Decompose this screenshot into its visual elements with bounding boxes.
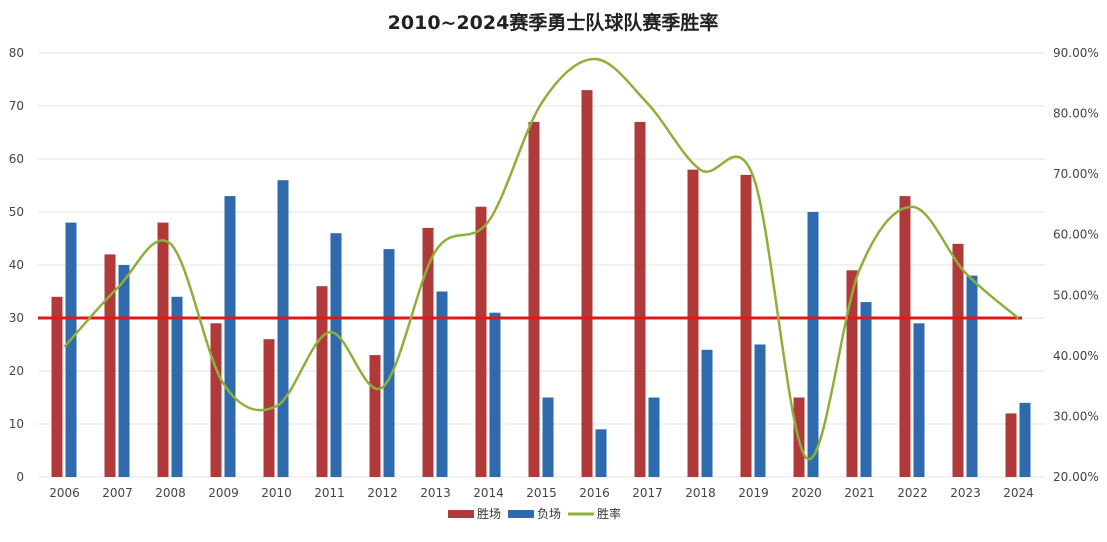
win-bar xyxy=(528,121,540,478)
gridlines xyxy=(38,52,1045,478)
x-tick-label: 2022 xyxy=(897,486,928,500)
loss-bar xyxy=(754,344,766,477)
loss-bar xyxy=(542,397,554,477)
legend: 胜场 负场 胜率 xyxy=(448,506,621,521)
x-tick-label: 2012 xyxy=(367,486,398,500)
loss-bar xyxy=(913,323,925,477)
left-tick-label: 70 xyxy=(9,99,24,113)
x-tick-label: 2017 xyxy=(632,486,663,500)
win-bar xyxy=(899,196,911,477)
win-bar xyxy=(1005,413,1017,477)
win-bar xyxy=(634,121,646,478)
right-tick-label: 80.00% xyxy=(1053,107,1099,121)
x-tick-label: 2010 xyxy=(261,486,292,500)
left-axis-ticks: 0 10 20 30 40 50 60 70 80 xyxy=(9,46,24,484)
win-bar xyxy=(846,270,858,477)
win-bar xyxy=(157,222,169,477)
x-tick-label: 2008 xyxy=(155,486,186,500)
right-tick-label: 70.00% xyxy=(1053,167,1099,181)
x-tick-label: 2018 xyxy=(685,486,716,500)
win-bar xyxy=(952,243,964,477)
x-tick-label: 2013 xyxy=(420,486,451,500)
legend-swatch xyxy=(508,510,534,518)
x-tick-label: 2006 xyxy=(49,486,80,500)
x-tick-label: 2014 xyxy=(473,486,504,500)
x-tick-label: 2009 xyxy=(208,486,239,500)
legend-swatch xyxy=(448,510,474,518)
right-tick-label: 90.00% xyxy=(1053,46,1099,60)
left-tick-label: 30 xyxy=(9,311,24,325)
loss-bar xyxy=(383,249,395,477)
win-bar xyxy=(687,169,699,477)
loss-bar xyxy=(118,265,130,477)
left-tick-label: 10 xyxy=(9,417,24,431)
right-axis-ticks: 20.00% 30.00% 40.00% 50.00% 60.00% 70.00% 80.0… xyxy=(1053,46,1099,484)
bars xyxy=(51,90,1031,478)
x-tick-label: 2023 xyxy=(950,486,981,500)
right-tick-label: 40.00% xyxy=(1053,349,1099,363)
legend-label: 负场 xyxy=(537,507,561,521)
legend-label: 胜场 xyxy=(477,506,501,521)
win-bar xyxy=(369,355,381,477)
loss-bar xyxy=(595,429,607,477)
win-rate-line-layer xyxy=(63,57,1020,461)
left-tick-label: 20 xyxy=(9,364,24,378)
loss-bar xyxy=(966,275,978,477)
right-tick-label: 60.00% xyxy=(1053,228,1099,242)
x-tick-label: 2015 xyxy=(526,486,557,500)
left-tick-label: 40 xyxy=(9,258,24,272)
x-axis-ticks: 2006 2007 2008 2009 2010 2011 2012 2013 2014 2015… xyxy=(49,486,1034,500)
loss-bar xyxy=(330,233,342,477)
loss-bar xyxy=(224,196,236,477)
x-tick-label: 2019 xyxy=(738,486,769,500)
x-tick-label: 2016 xyxy=(579,486,610,500)
win-rate-line xyxy=(63,57,1020,461)
right-tick-label: 50.00% xyxy=(1053,288,1099,302)
win-bar xyxy=(581,90,593,477)
x-tick-label: 2024 xyxy=(1003,486,1034,500)
win-bar xyxy=(104,254,116,477)
win-bar xyxy=(422,227,434,477)
loss-bar xyxy=(65,222,77,477)
loss-bar xyxy=(1019,402,1031,477)
left-tick-label: 60 xyxy=(9,152,24,166)
x-tick-label: 2020 xyxy=(791,486,822,500)
left-tick-label: 80 xyxy=(9,46,24,60)
win-bar xyxy=(51,296,63,477)
win-bar xyxy=(740,174,752,477)
right-tick-label: 30.00% xyxy=(1053,409,1099,423)
x-tick-label: 2021 xyxy=(844,486,875,500)
x-tick-label: 2007 xyxy=(102,486,133,500)
right-tick-label: 20.00% xyxy=(1053,470,1099,484)
loss-bar xyxy=(436,291,448,477)
win-bar xyxy=(210,323,222,477)
legend-label: 胜率 xyxy=(597,506,621,521)
loss-bar xyxy=(171,296,183,477)
left-tick-label: 50 xyxy=(9,205,24,219)
loss-bar xyxy=(860,302,872,477)
loss-bar xyxy=(489,312,501,477)
chart-title: 2010~2024赛季勇士队球队赛季胜率 xyxy=(388,11,719,34)
win-bar xyxy=(316,286,328,477)
loss-bar xyxy=(648,397,660,477)
x-tick-label: 2011 xyxy=(314,486,345,500)
loss-bar xyxy=(701,349,713,477)
left-tick-label: 0 xyxy=(16,470,24,484)
loss-bar xyxy=(807,212,819,477)
win-bar xyxy=(475,206,487,477)
loss-bar xyxy=(277,180,289,477)
